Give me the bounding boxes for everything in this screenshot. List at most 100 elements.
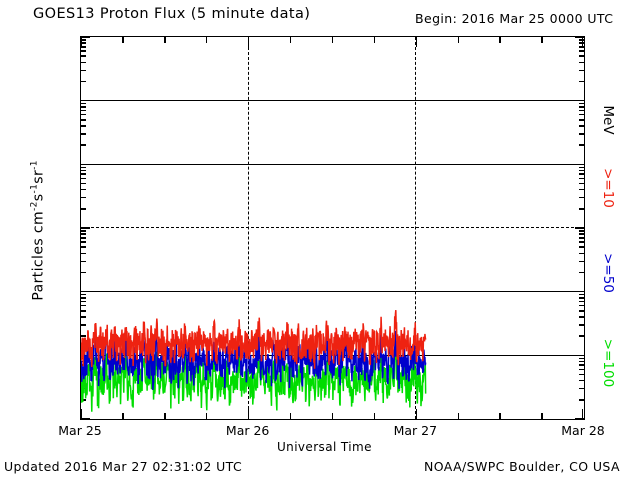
y-tick-minor [579, 387, 584, 390]
y-tick-major [575, 290, 584, 293]
x-tick-major [247, 409, 250, 419]
x-tick-minor [457, 413, 459, 419]
legend-ge10: >=10 [600, 168, 616, 208]
y-tick-minor [81, 182, 86, 185]
x-tick-minor [206, 413, 208, 419]
y-tick-minor [81, 177, 86, 180]
y-tick-minor [81, 324, 86, 326]
y-tick-minor [81, 246, 86, 248]
y-tick-major [575, 227, 584, 229]
x-tick-label: Mar 25 [58, 423, 102, 438]
y-tick-minor [579, 61, 584, 64]
gridline-horizontal [81, 163, 584, 165]
y-tick-minor [81, 125, 86, 127]
y-tick-minor [81, 133, 86, 135]
x-tick-minor [373, 413, 376, 419]
y-tick-minor [81, 300, 86, 303]
y-tick-major [81, 418, 90, 419]
y-tick-major [575, 37, 584, 38]
y-tick-minor [81, 144, 86, 146]
x-tick-major [581, 409, 584, 419]
y-tick-minor [81, 119, 86, 121]
y-tick-minor [579, 260, 584, 262]
y-tick-minor [579, 169, 584, 172]
x-tick-major [415, 409, 418, 419]
x-tick-minor [122, 37, 124, 43]
gridline-horizontal [81, 290, 584, 292]
y-tick-minor [579, 106, 584, 108]
y-tick-minor [81, 233, 86, 235]
y-tick-minor [579, 364, 584, 366]
y-tick-minor [579, 42, 584, 44]
y-tick-minor [579, 316, 584, 318]
x-tick-minor [541, 413, 543, 419]
y-tick-minor [579, 177, 584, 180]
y-tick-minor [81, 166, 86, 168]
y-tick-minor [81, 55, 86, 57]
y-tick-minor [81, 169, 86, 172]
y-tick-minor [81, 316, 86, 318]
legend-ge100: >=100 [600, 338, 616, 388]
y-tick-minor [81, 310, 86, 312]
y-tick-minor [81, 305, 86, 307]
y-axis-title: Particles cm-2s-1sr-1 [29, 160, 47, 301]
x-tick-minor [541, 37, 543, 43]
x-tick-minor [122, 413, 124, 419]
y-tick-minor [579, 39, 584, 41]
x-axis-title: Universal Time [277, 440, 372, 454]
y-tick-minor [81, 114, 86, 116]
gridline-horizontal [81, 99, 584, 101]
plot-inner [81, 37, 584, 419]
y-tick-minor [579, 237, 584, 239]
y-tick-minor [579, 144, 584, 146]
flux-traces [81, 310, 427, 412]
y-tick-minor [579, 300, 584, 303]
y-tick-minor [579, 166, 584, 168]
chart-title: GOES13 Proton Flux (5 minute data) [33, 6, 311, 22]
x-tick-minor [331, 37, 334, 43]
y-tick-minor [81, 230, 86, 232]
gridline-horizontal [426, 354, 584, 356]
y-tick-minor [81, 61, 86, 64]
y-tick-minor [579, 399, 584, 401]
y-tick-minor [81, 50, 86, 52]
y-tick-major [81, 163, 90, 166]
y-tick-minor [579, 379, 584, 382]
gridline-vertical-day [247, 37, 249, 419]
y-tick-minor [81, 241, 86, 243]
plot-area [80, 36, 585, 420]
y-tick-minor [579, 305, 584, 307]
y-tick-minor [579, 368, 584, 371]
x-tick-major [247, 37, 250, 47]
y-tick-minor [81, 188, 86, 191]
legend-unit-mev: MeV [600, 105, 616, 135]
y-tick-minor [81, 69, 86, 71]
y-tick-minor [81, 102, 86, 105]
y-tick-minor [81, 80, 86, 83]
x-tick-major [81, 409, 82, 419]
y-tick-minor [81, 173, 86, 175]
gridline-vertical-day [415, 37, 417, 419]
y-tick-minor [579, 246, 584, 248]
y-tick-major [81, 290, 90, 293]
y-tick-minor [579, 241, 584, 243]
y-tick-major [81, 99, 90, 102]
x-tick-label: Mar 27 [393, 423, 438, 438]
x-tick-minor [457, 37, 459, 43]
x-tick-label: Mar 28 [561, 423, 605, 438]
y-tick-minor [81, 237, 86, 239]
y-tick-minor [579, 46, 584, 48]
x-tick-label: Mar 26 [225, 423, 270, 438]
updated-timestamp: Updated 2016 Mar 27 02:31:02 UTC [4, 459, 243, 474]
y-tick-minor [579, 196, 584, 199]
y-tick-minor [579, 109, 584, 112]
x-tick-minor [499, 37, 501, 43]
flux-trace-1 [81, 330, 427, 390]
y-tick-major [81, 227, 90, 229]
x-tick-major [81, 37, 82, 47]
y-tick-minor [579, 297, 584, 299]
y-tick-major [81, 37, 90, 38]
begin-time-label: Begin: 2016 Mar 25 0000 UTC [415, 11, 614, 26]
gridline-horizontal [81, 227, 584, 229]
